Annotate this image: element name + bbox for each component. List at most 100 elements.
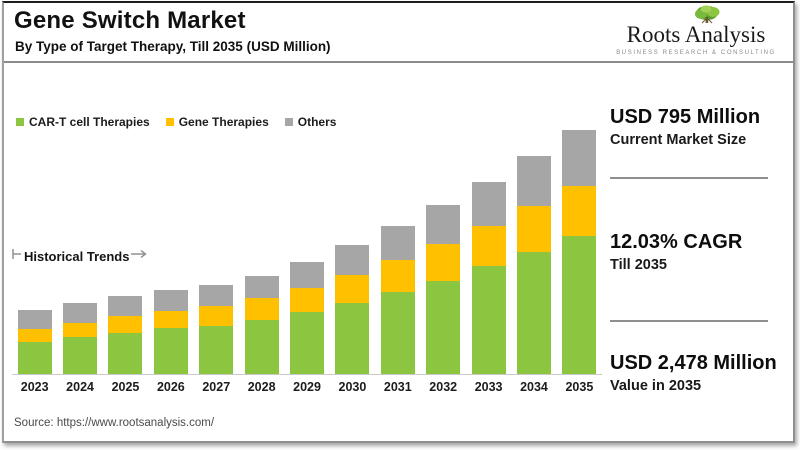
bar-segment-car-t-cell-therapies-2035 — [562, 235, 597, 374]
bar-segment-others-2032 — [426, 205, 461, 245]
x-axis-label-2025: 2025 — [111, 380, 140, 394]
x-axis-line — [12, 374, 602, 375]
x-axis-label-2023: 2023 — [20, 380, 49, 394]
bar-segment-others-2031 — [380, 226, 415, 260]
bar-segment-gene-therapies-2030 — [335, 275, 370, 303]
source-note: Source: https://www.rootsanalysis.com/ — [14, 417, 215, 429]
stats-divider — [610, 177, 768, 179]
bar-segment-car-t-cell-therapies-2027 — [199, 325, 234, 374]
x-axis-label-2032: 2032 — [429, 380, 458, 394]
bar-segment-others-2028 — [244, 275, 279, 299]
x-axis-label-2033: 2033 — [474, 380, 503, 394]
legend-label: CAR-T cell Therapies — [29, 115, 150, 129]
bar-column-2035 — [557, 124, 602, 374]
bar-column-2027 — [194, 124, 239, 374]
stat-value: USD 795 Million — [610, 106, 761, 128]
bar-segment-gene-therapies-2028 — [244, 298, 279, 320]
x-axis-labels: 2023 2024 2025 2026 2027 2028 2029 2030 2031 2032… — [12, 380, 602, 394]
stats-divider — [610, 320, 768, 322]
stacked-bar-2033 — [471, 181, 506, 374]
legend-item: Gene Therapies — [165, 115, 269, 129]
roots-analysis-logo: Roots Analysis BUSINESS RESEARCH & CONSU… — [611, 3, 781, 61]
stacked-bar-2030 — [335, 245, 370, 374]
x-axis-label-2027: 2027 — [202, 380, 231, 394]
stacked-bar-chart — [12, 124, 602, 374]
stacked-bar-2031 — [380, 226, 415, 374]
stacked-bar-2025 — [108, 295, 143, 374]
bar-segment-gene-therapies-2026 — [153, 310, 188, 329]
bar-segment-others-2030 — [335, 245, 370, 276]
legend-swatch-icon — [16, 118, 24, 126]
bar-segment-others-2026 — [153, 289, 188, 311]
bar-segment-others-2024 — [63, 303, 98, 323]
bar-column-2033 — [466, 124, 511, 374]
stacked-bar-2024 — [63, 303, 98, 374]
x-axis-label-2029: 2029 — [293, 380, 321, 394]
bar-segment-gene-therapies-2025 — [108, 315, 143, 333]
x-axis-label-2034: 2034 — [520, 380, 548, 394]
stacked-bar-2028 — [244, 275, 279, 374]
bar-segment-car-t-cell-therapies-2031 — [380, 292, 415, 374]
bar-column-2030 — [330, 124, 375, 374]
bar-segment-car-t-cell-therapies-2033 — [471, 265, 506, 374]
page-subtitle: By Type of Target Therapy, Till 2035 (US… — [15, 39, 331, 54]
x-axis-label-2024: 2024 — [66, 380, 94, 394]
x-axis-label-2030: 2030 — [338, 380, 367, 394]
stacked-bar-2032 — [426, 205, 461, 374]
stat-value-2035: USD 2,478 Million Value in 2035 — [610, 352, 790, 394]
bar-column-2034 — [511, 124, 556, 374]
bar-segment-car-t-cell-therapies-2029 — [290, 312, 325, 374]
bar-segment-others-2023 — [17, 310, 52, 329]
stat-label: Value in 2035 — [610, 378, 702, 394]
logo-name: Roots Analysis — [626, 22, 766, 47]
bar-segment-gene-therapies-2035 — [562, 185, 597, 236]
bar-segment-car-t-cell-therapies-2026 — [153, 328, 188, 374]
legend-label: Others — [297, 115, 337, 129]
bar-segment-car-t-cell-therapies-2032 — [426, 280, 461, 374]
x-axis-label-2026: 2026 — [156, 380, 185, 394]
stacked-bar-2029 — [290, 262, 325, 374]
x-axis-label-2031: 2031 — [383, 380, 412, 394]
header: Gene Switch Market By Type of Target The… — [4, 3, 793, 63]
stacked-bar-2023 — [17, 310, 52, 374]
stat-value: USD 2,478 Million — [610, 352, 777, 374]
right-arrow-icon — [131, 247, 148, 265]
legend-item: Others — [284, 115, 337, 129]
bar-segment-car-t-cell-therapies-2023 — [17, 341, 52, 374]
legend-item: CAR-T cell Therapies — [16, 115, 150, 129]
bar-segment-car-t-cell-therapies-2028 — [244, 319, 279, 374]
bar-column-2025 — [103, 124, 148, 374]
historical-trends-label: Historical Trends — [24, 248, 130, 264]
x-axis-label-2028: 2028 — [247, 380, 276, 394]
x-axis-label-2035: 2035 — [565, 380, 594, 394]
bar-segment-others-2034 — [516, 156, 551, 206]
historical-trends-annotation: Historical Trends — [12, 247, 148, 265]
bar-segment-car-t-cell-therapies-2025 — [108, 332, 143, 374]
bar-column-2026 — [148, 124, 193, 374]
stacked-bar-2035 — [562, 130, 597, 374]
stat-current-market-size: USD 795 Million Current Market Size — [610, 106, 790, 148]
bar-segment-gene-therapies-2029 — [290, 288, 325, 312]
bar-segment-car-t-cell-therapies-2024 — [63, 336, 98, 374]
bar-segment-car-t-cell-therapies-2030 — [335, 302, 370, 374]
left-tick-icon — [12, 247, 22, 265]
bar-segment-gene-therapies-2032 — [426, 244, 461, 281]
bar-segment-gene-therapies-2024 — [63, 322, 98, 337]
stat-label: Current Market Size — [610, 132, 747, 148]
bar-segment-others-2035 — [562, 130, 597, 186]
legend-label: Gene Therapies — [178, 115, 269, 129]
bar-segment-gene-therapies-2031 — [380, 259, 415, 293]
bar-column-2024 — [57, 124, 102, 374]
stacked-bar-2034 — [516, 156, 551, 374]
bar-segment-gene-therapies-2027 — [199, 306, 234, 326]
page-title: Gene Switch Market — [14, 7, 246, 34]
legend-swatch-icon — [165, 118, 174, 126]
bar-column-2029 — [284, 124, 329, 374]
bar-column-2023 — [12, 124, 57, 374]
chart-legend: CAR-T cell Therapies Gene Therapies Others — [16, 115, 336, 129]
stat-cagr: 12.03% CAGR Till 2035 — [610, 231, 790, 273]
bar-segment-others-2027 — [199, 284, 234, 307]
stacked-bar-2027 — [199, 284, 234, 374]
tree-icon — [690, 4, 724, 29]
